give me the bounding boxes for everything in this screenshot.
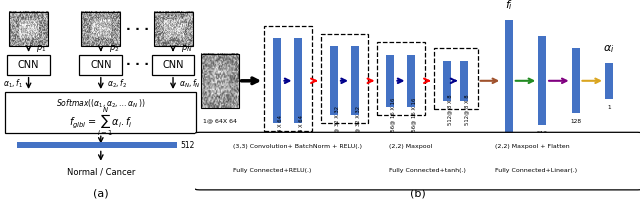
Bar — [154, 12, 193, 46]
Text: CNN: CNN — [18, 60, 39, 70]
Bar — [17, 142, 177, 148]
Bar — [79, 55, 122, 75]
Text: 128@ 32 X 32: 128@ 32 X 32 — [355, 106, 360, 143]
Bar — [273, 38, 282, 123]
Text: Fully Connected+RELU(.): Fully Connected+RELU(.) — [233, 168, 312, 173]
Text: · · ·: · · · — [126, 23, 149, 36]
Text: 512@ 8 X 8: 512@ 8 X 8 — [447, 95, 452, 125]
Text: 128: 128 — [570, 119, 581, 124]
Bar — [538, 36, 546, 125]
Text: (a): (a) — [93, 189, 109, 199]
Text: CNN: CNN — [90, 60, 111, 70]
Text: (3,3) Convolution+ BatchNorm + RELU(.): (3,3) Convolution+ BatchNorm + RELU(.) — [233, 144, 362, 149]
Text: Fully Connected+tanh(.): Fully Connected+tanh(.) — [388, 168, 465, 173]
Bar — [9, 12, 48, 46]
Text: 512: 512 — [536, 131, 548, 136]
Text: $p_2$: $p_2$ — [109, 43, 119, 54]
Text: $p_1$: $p_1$ — [36, 43, 47, 54]
Text: 256@ 16 X 16: 256@ 16 X 16 — [412, 97, 417, 135]
Text: (2,2) Maxpool: (2,2) Maxpool — [388, 144, 432, 149]
Bar — [605, 63, 613, 99]
Text: $\alpha_N, f_N$: $\alpha_N, f_N$ — [179, 77, 200, 89]
Bar — [152, 55, 195, 75]
Bar — [81, 12, 120, 46]
Text: 1: 1 — [607, 105, 611, 110]
Text: 512: 512 — [181, 141, 195, 150]
FancyBboxPatch shape — [193, 132, 640, 190]
Text: 64@ 64 X 64: 64@ 64 X 64 — [298, 115, 303, 149]
Bar — [443, 61, 451, 101]
Text: $\alpha_2, f_2$: $\alpha_2, f_2$ — [107, 77, 127, 89]
Bar — [351, 46, 359, 115]
Text: Fully Connected+Linear(.): Fully Connected+Linear(.) — [495, 168, 577, 173]
Text: $Softmax((\alpha_1, \alpha_2, \ldots\, \alpha_N\,))$: $Softmax((\alpha_1, \alpha_2, \ldots\, \… — [56, 97, 145, 110]
Text: $f_{glbl} = \sum_{i=1}^{N} \alpha_i . f_i$: $f_{glbl} = \sum_{i=1}^{N} \alpha_i . f_… — [69, 105, 132, 138]
Bar — [5, 92, 196, 133]
Text: Normal / Cancer: Normal / Cancer — [67, 167, 135, 176]
Text: 512@ 8 X 8: 512@ 8 X 8 — [464, 95, 469, 125]
Text: $f_i$: $f_i$ — [505, 0, 513, 12]
Text: 1@ 64X 64: 1@ 64X 64 — [203, 118, 237, 123]
Bar — [505, 20, 513, 141]
Text: (b): (b) — [410, 189, 426, 199]
Text: 128@ 32 X 32: 128@ 32 X 32 — [334, 106, 339, 143]
Bar — [387, 55, 394, 107]
Bar — [460, 61, 468, 101]
Bar — [572, 48, 579, 113]
Bar — [201, 54, 239, 108]
Text: 256@ 16 X 16: 256@ 16 X 16 — [390, 97, 396, 135]
Bar — [7, 55, 50, 75]
Text: · · ·: · · · — [126, 58, 149, 71]
Text: $\alpha_i$: $\alpha_i$ — [603, 43, 614, 55]
Text: 8192: 8192 — [501, 147, 516, 153]
Bar — [408, 55, 415, 107]
Text: $p_N$: $p_N$ — [181, 43, 193, 54]
Bar — [330, 46, 338, 115]
Text: $\alpha_1, f_1$: $\alpha_1, f_1$ — [3, 77, 23, 89]
Text: 64@ 64 X 64: 64@ 64 X 64 — [278, 115, 282, 149]
Text: (2,2) Maxpool + Flatten: (2,2) Maxpool + Flatten — [495, 144, 570, 149]
Bar — [294, 38, 302, 123]
Text: CNN: CNN — [163, 60, 184, 70]
